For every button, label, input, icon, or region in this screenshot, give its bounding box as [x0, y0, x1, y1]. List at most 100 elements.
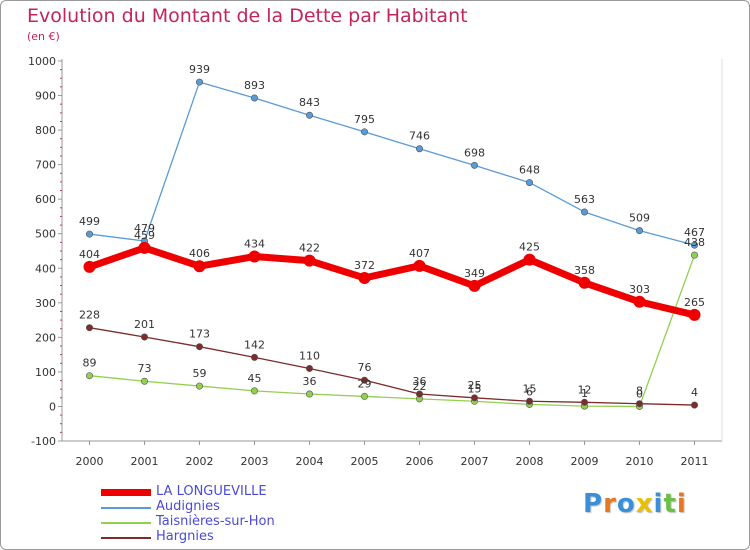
data-label: 45: [248, 372, 262, 385]
data-point: [360, 128, 368, 136]
data-point: [690, 241, 698, 249]
data-label: 479: [134, 222, 155, 235]
data-point: [360, 392, 368, 400]
series-line-2: [89, 254, 696, 408]
data-label: 89: [83, 357, 97, 370]
data-point: [580, 398, 588, 406]
chart-title: Evolution du Montant de la Dette par Hab…: [27, 5, 468, 27]
brand-letter: r: [603, 489, 617, 519]
data-label: 648: [519, 164, 540, 177]
data-point: [688, 308, 701, 321]
data-point: [196, 382, 204, 390]
data-label: 59: [193, 367, 207, 380]
data-point: [141, 377, 149, 385]
y-tick-label: 400: [35, 262, 56, 275]
data-label: 407: [409, 247, 430, 260]
data-label: 15: [523, 382, 537, 395]
data-point: [83, 260, 96, 273]
data-label: 893: [244, 79, 265, 92]
legend-item: Audignies: [101, 499, 401, 515]
brand-letter: P: [583, 489, 604, 519]
data-point: [305, 111, 313, 119]
data-label: 228: [79, 309, 100, 322]
data-label: 201: [134, 318, 155, 331]
data-label: 509: [629, 212, 650, 225]
y-tick-label: -100: [31, 435, 56, 448]
data-label: 459: [134, 229, 155, 242]
data-point: [633, 295, 646, 308]
data-point: [251, 353, 259, 361]
data-point: [470, 394, 478, 402]
data-label: 36: [413, 375, 427, 388]
data-point: [578, 276, 591, 289]
data-label: 25: [468, 379, 482, 392]
data-label: 303: [629, 283, 650, 296]
data-point: [251, 94, 259, 102]
brand-letter: t: [663, 489, 677, 519]
legend-item: Hargnies: [101, 529, 401, 545]
data-point: [470, 161, 478, 169]
data-label: 29: [358, 377, 372, 390]
data-label: 142: [244, 338, 265, 351]
data-label: 467: [684, 226, 705, 239]
y-tick-label: 0: [49, 400, 56, 413]
legend-label: LA LONGUEVILLE: [156, 484, 267, 499]
legend: LA LONGUEVILLE Audignies Taisnières-sur-Ho…: [101, 484, 401, 545]
data-point: [525, 397, 533, 405]
legend-swatch: [101, 489, 151, 496]
legend-swatch: [101, 537, 151, 539]
data-label: 795: [354, 113, 375, 126]
data-point: [415, 145, 423, 153]
data-label: 499: [79, 215, 100, 228]
data-label: 349: [464, 267, 485, 280]
y-tick-label: 800: [35, 124, 56, 137]
data-label: 698: [464, 146, 485, 159]
y-tick-label: 1000: [28, 55, 56, 68]
series-line-3: [89, 327, 695, 406]
data-label: 438: [684, 236, 705, 249]
x-tick-label: 2011: [681, 455, 709, 468]
data-label: 110: [299, 349, 320, 362]
data-point: [138, 241, 151, 254]
x-tick-label: 2005: [351, 455, 379, 468]
data-label: 36: [303, 375, 317, 388]
series-line-1: [89, 81, 695, 246]
data-point: [251, 387, 259, 395]
chart-subtitle: (en €): [27, 30, 60, 43]
data-point: [635, 400, 643, 408]
data-point: [525, 179, 533, 187]
legend-item: LA LONGUEVILLE: [101, 484, 401, 500]
data-label: 0: [636, 387, 643, 400]
x-tick-label: 2003: [241, 455, 269, 468]
data-label: 173: [189, 328, 210, 341]
legend-label: Hargnies: [156, 529, 214, 544]
series-line-0: [88, 244, 696, 319]
data-label: 12: [578, 383, 592, 396]
data-label: 406: [189, 247, 210, 260]
data-point: [523, 253, 536, 266]
legend-label: Audignies: [156, 499, 220, 514]
data-label: 843: [299, 96, 320, 109]
data-label: 939: [189, 63, 210, 76]
data-label: 265: [684, 296, 705, 309]
data-label: 73: [138, 362, 152, 375]
legend-label: Taisnières-sur-Hon: [156, 514, 275, 529]
data-point: [413, 259, 426, 272]
brand-letter: i: [653, 489, 664, 519]
data-label: 422: [299, 242, 320, 255]
data-point: [141, 333, 149, 341]
data-point: [360, 376, 368, 384]
x-tick-label: 2006: [406, 455, 434, 468]
y-tick-label: 200: [35, 331, 56, 344]
y-tick-label: 500: [35, 228, 56, 241]
data-point: [305, 390, 313, 398]
x-tick-label: 2004: [296, 455, 324, 468]
data-label: 404: [79, 248, 100, 261]
legend-swatch: [101, 522, 151, 524]
brand-letter: x: [635, 489, 654, 519]
data-label: 22: [413, 380, 427, 393]
data-point: [86, 230, 94, 238]
data-label: 1: [581, 387, 588, 400]
